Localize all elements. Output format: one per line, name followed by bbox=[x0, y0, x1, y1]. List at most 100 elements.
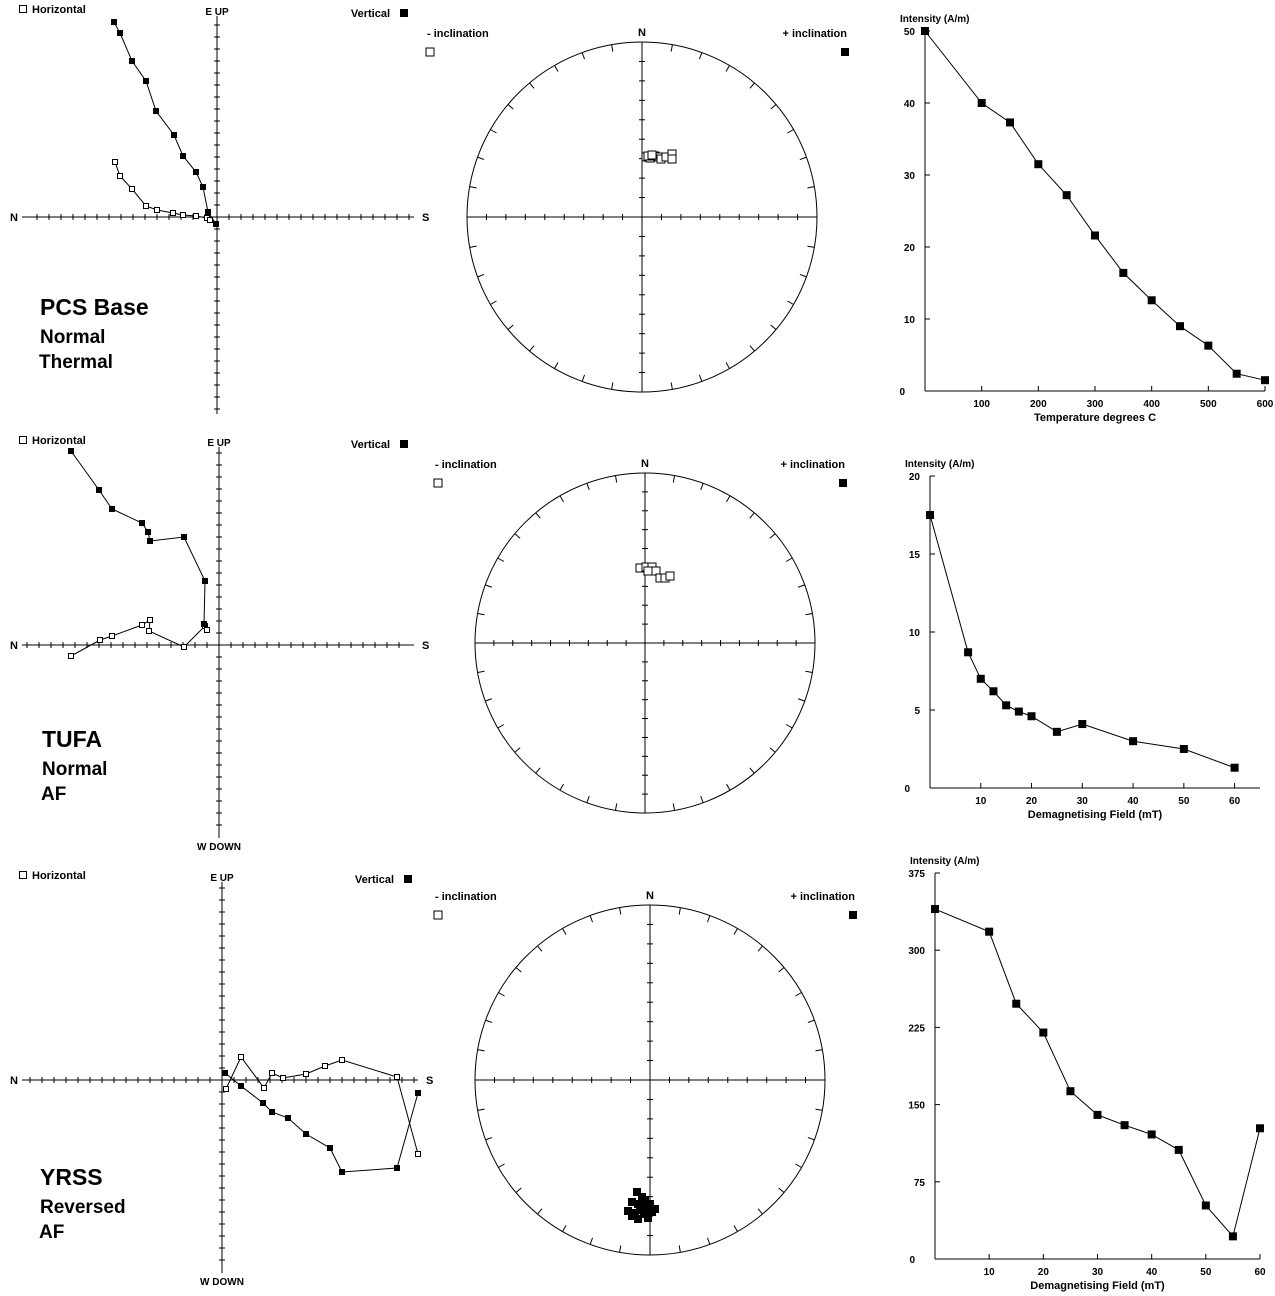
zijderveld-south-label: S bbox=[422, 640, 429, 652]
intensity-data-point bbox=[1039, 1028, 1048, 1037]
stereonet-rim-tick bbox=[700, 795, 704, 803]
stereonet-rim-tick bbox=[706, 915, 711, 923]
vertical-legend-label: Vertical bbox=[355, 874, 394, 886]
lower-hemisphere-direction bbox=[651, 1205, 659, 1213]
stereonet-rim-tick bbox=[490, 129, 497, 134]
x-axis-label: Demagnetising Field (mT) bbox=[1030, 1280, 1165, 1292]
stereonet-rim-tick bbox=[535, 767, 541, 774]
stereonet-rim-tick bbox=[749, 767, 755, 774]
x-tick-label: 100 bbox=[973, 399, 990, 410]
stereonet: N - inclination + inclination bbox=[433, 458, 847, 814]
stereonet-rim-tick bbox=[497, 557, 505, 562]
stereonet-north-label: N bbox=[646, 890, 654, 902]
intensity-data-point bbox=[1078, 720, 1087, 729]
stereonet-rim-tick bbox=[619, 907, 622, 915]
stereonet-rim-tick bbox=[733, 928, 738, 935]
stereonet-rim-tick bbox=[477, 156, 485, 161]
stereonet-rim-tick bbox=[589, 915, 594, 923]
origin-label: 0 bbox=[904, 784, 910, 795]
intensity-data-point bbox=[1091, 231, 1099, 240]
stereonet-rim-tick bbox=[485, 1019, 493, 1024]
stereonet-rim-tick bbox=[477, 612, 485, 616]
x-axis-label: Temperature degrees C bbox=[1034, 412, 1156, 424]
stereonet-rim-tick bbox=[805, 670, 813, 674]
x-axis-label: Demagnetising Field (mT) bbox=[1028, 809, 1163, 821]
origin-label: 0 bbox=[899, 387, 905, 398]
horizontal-projection-point bbox=[181, 644, 187, 650]
horizontal-legend-label: Horizontal bbox=[32, 4, 86, 16]
x-tick-label: 600 bbox=[1257, 399, 1274, 410]
vertical-projection-point bbox=[327, 1145, 333, 1151]
site-polarity: Normal bbox=[40, 327, 105, 348]
horizontal-projection-point bbox=[223, 1086, 229, 1092]
negative-inclination-marker bbox=[433, 478, 443, 488]
x-tick-label: 10 bbox=[984, 1267, 996, 1278]
stereonet-rim-tick bbox=[785, 724, 793, 729]
horizontal-projection-point bbox=[143, 203, 149, 209]
horizontal-projection-point bbox=[303, 1071, 309, 1077]
site-method: Thermal bbox=[39, 352, 113, 373]
intensity-data-point bbox=[989, 687, 998, 696]
intensity-data-point bbox=[1261, 376, 1269, 385]
vertical-projection-point bbox=[171, 132, 177, 138]
x-tick-label: 10 bbox=[975, 796, 987, 807]
stereonet-rim-tick bbox=[698, 374, 703, 382]
zijderveld-south-label: S bbox=[426, 1075, 433, 1087]
lower-hemisphere-direction bbox=[633, 1188, 641, 1196]
stereonet-rim-tick bbox=[581, 52, 586, 60]
y-axis-label: Intensity (A/m) bbox=[905, 459, 974, 470]
stereonet-rim-tick bbox=[807, 1019, 815, 1024]
intensity-series-line bbox=[924, 30, 1266, 381]
intensity-data-point bbox=[1052, 727, 1061, 736]
horizontal-projection-point bbox=[146, 628, 152, 634]
stereonet-rim-tick bbox=[797, 584, 805, 588]
zijderveld-top-label: E UP bbox=[210, 873, 234, 884]
site-name: YRSS bbox=[40, 1164, 103, 1190]
intensity-chart: 5 10 15 20 10 20 30 40 50 60 0 Intensity (A/m) Demag… bbox=[904, 459, 1260, 821]
stereonet: N - inclination + inclination bbox=[425, 27, 849, 393]
stereonet-rim-tick bbox=[611, 382, 614, 390]
y-tick-label: 300 bbox=[908, 946, 925, 957]
vertical-projection-point bbox=[109, 506, 115, 512]
intensity-data-point bbox=[1066, 1087, 1075, 1096]
vertical-projection-point bbox=[339, 1169, 345, 1175]
stereonet-rim-tick bbox=[672, 803, 676, 811]
vertical-projection-line bbox=[224, 1072, 419, 1173]
zijderveld-south-label: S bbox=[422, 212, 429, 224]
intensity-data-point bbox=[1179, 745, 1188, 753]
stereonet-rim-tick bbox=[537, 945, 543, 952]
vertical-projection-point bbox=[260, 1100, 266, 1106]
horizontal-projection-point bbox=[204, 627, 210, 633]
stereonet-rim-tick bbox=[726, 783, 731, 791]
stereonet-rim-tick bbox=[770, 324, 777, 330]
stereonet-north-label: N bbox=[638, 27, 646, 39]
row-3: N S E UP W DOWN Horizontal Vertical YRSS Revers… bbox=[10, 856, 1266, 1292]
stereonet-rim-tick bbox=[469, 186, 477, 189]
horizontal-projection-point bbox=[394, 1074, 400, 1080]
positive-inclination-label: + inclination bbox=[781, 459, 846, 471]
horizontal-projection-point bbox=[117, 173, 123, 179]
stereonet-rim-tick bbox=[507, 104, 514, 110]
y-tick-label: 20 bbox=[909, 472, 921, 483]
stereonet: N - inclination + inclination bbox=[433, 890, 857, 1256]
stereonet-rim-tick bbox=[670, 44, 673, 52]
stereonet-rim-tick bbox=[770, 104, 777, 110]
intensity-data-point bbox=[1093, 1110, 1102, 1119]
intensity-data-point bbox=[964, 648, 973, 657]
vertical-projection-point bbox=[201, 621, 207, 627]
stereonet-rim-tick bbox=[706, 1237, 711, 1245]
stereonet-rim-tick bbox=[498, 1163, 505, 1168]
stereonet-rim-tick bbox=[469, 245, 477, 248]
intensity-data-point bbox=[985, 927, 994, 936]
vertical-projection-point bbox=[202, 578, 208, 584]
lower-hemisphere-direction bbox=[638, 1193, 646, 1201]
stereonet-rim-tick bbox=[514, 747, 521, 753]
stereonet-rim-tick bbox=[678, 907, 681, 915]
positive-inclination-marker bbox=[841, 48, 849, 56]
positive-inclination-marker bbox=[849, 911, 857, 919]
vertical-projection-point bbox=[205, 209, 211, 215]
horizontal-projection-point bbox=[112, 159, 118, 165]
vertical-projection-point bbox=[153, 108, 159, 114]
lower-hemisphere-direction bbox=[642, 1203, 650, 1211]
stereonet-rim-tick bbox=[749, 512, 755, 519]
